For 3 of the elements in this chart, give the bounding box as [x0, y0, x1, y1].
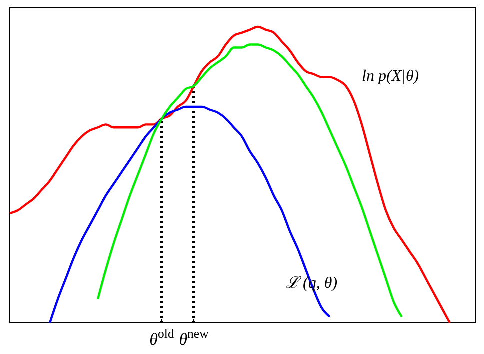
x-tick-label: θ$^{new}$ — [179, 327, 210, 349]
series-label: ln p(X|θ) — [362, 68, 420, 85]
x-tick-label: θ$^{old}$ — [150, 327, 175, 349]
